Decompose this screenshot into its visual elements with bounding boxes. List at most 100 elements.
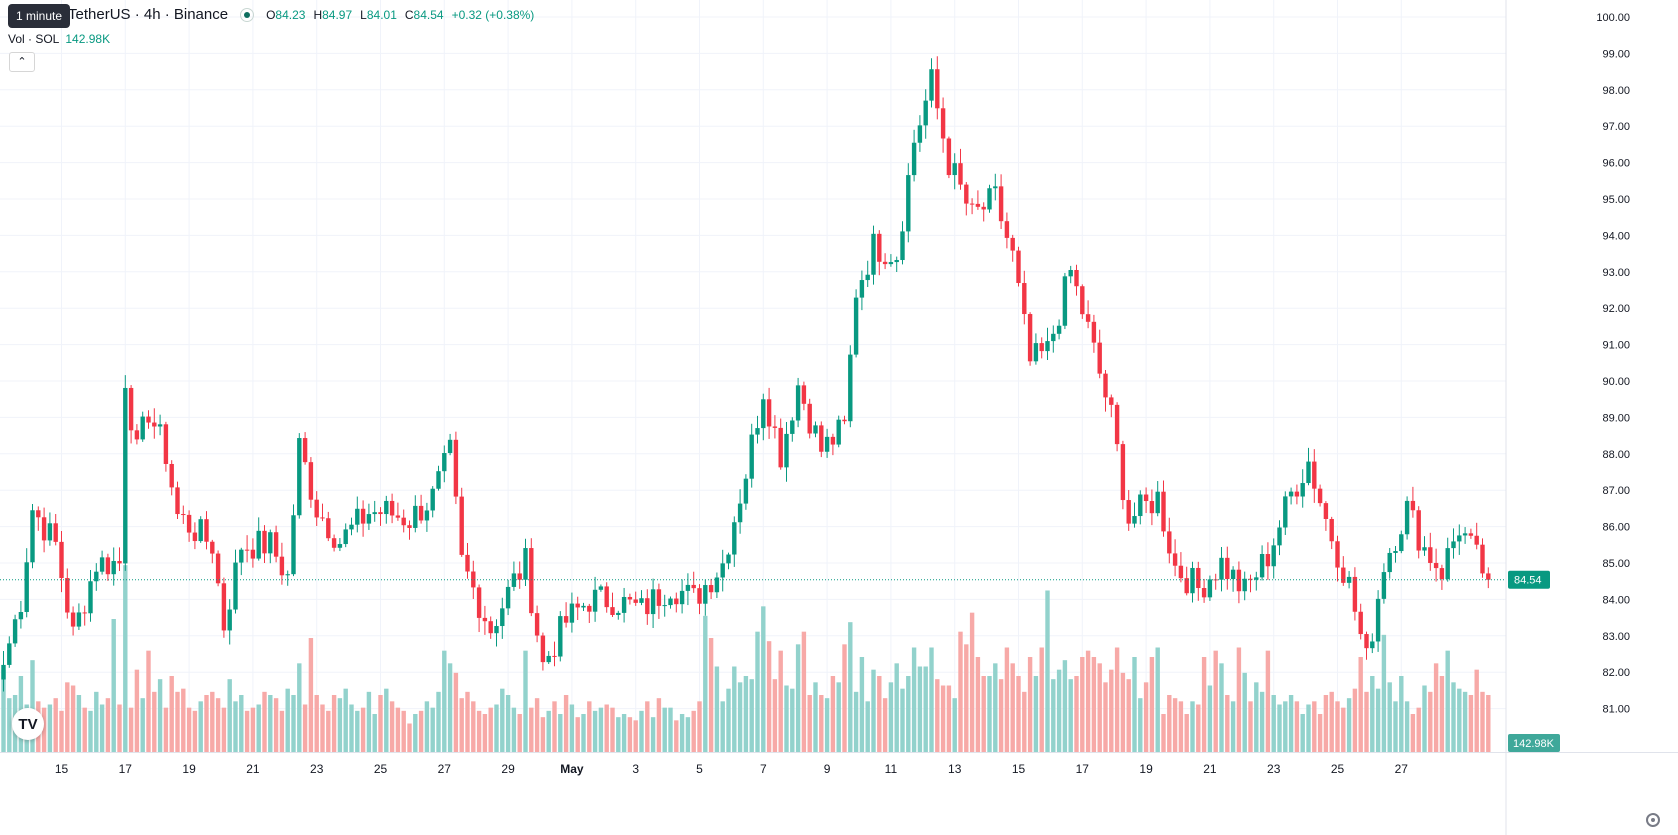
candle-body: [807, 403, 812, 434]
candle-body: [1080, 286, 1085, 315]
volume-bar: [326, 710, 331, 752]
symbol-title[interactable]: TetherUS · 4h · Binance: [68, 6, 229, 23]
candle-body: [772, 426, 778, 428]
price-axis[interactable]: 81.00 82.00 83.00 84.00 85.00 86.00 87.00 88.00…: [1505, 0, 1630, 835]
volume-bar: [1126, 679, 1131, 752]
candle-body: [720, 563, 725, 578]
candle-body: [128, 387, 134, 431]
volume-bar: [1312, 701, 1317, 752]
candle-body: [517, 573, 522, 580]
volume-bar: [1114, 647, 1120, 752]
volume-bar: [1219, 663, 1224, 752]
volume-badge: 142.98K: [1508, 734, 1560, 752]
volume-bar: [111, 619, 116, 752]
volume-bar: [1300, 714, 1305, 752]
volume-bar: [1404, 701, 1410, 752]
candle-body: [1346, 576, 1352, 583]
candle-body: [1091, 321, 1097, 343]
volume-bar: [807, 695, 812, 752]
candle-body: [743, 478, 749, 504]
candle-body: [1294, 491, 1300, 497]
volume-bar: [1439, 676, 1445, 752]
candle-body: [569, 603, 575, 623]
candle-body: [1004, 221, 1010, 238]
candle-body: [546, 655, 551, 663]
candle-body: [447, 439, 453, 454]
candle-body: [1387, 552, 1392, 573]
price-tick-label: 100.00: [1596, 12, 1630, 24]
candle-body: [1114, 404, 1120, 445]
volume-bar: [906, 676, 911, 752]
candle-body: [598, 586, 604, 590]
volume-bars: [1, 565, 1491, 752]
candle-body: [169, 463, 174, 488]
price-tick-label: 81.00: [1602, 704, 1630, 716]
volume-bar: [639, 710, 644, 752]
volume-bar: [436, 691, 441, 752]
volume-bar: [210, 691, 215, 752]
volume-bar: [923, 666, 928, 752]
collapse-legend-button[interactable]: ⌃: [9, 52, 35, 72]
volume-bar: [128, 707, 134, 752]
market-status-icon[interactable]: [240, 7, 255, 22]
candle-body: [993, 186, 998, 189]
volume-bar: [824, 698, 830, 752]
candle-body: [488, 621, 493, 634]
gear-icon[interactable]: [1646, 813, 1660, 827]
time-axis[interactable]: 15 17 19 21 23 25 27 29 May 3 5 7 9 11 13 15 17 19 21 23 25 2…: [0, 752, 1678, 777]
volume-bar: [1486, 695, 1491, 752]
last-price-badge: 84.54: [1508, 570, 1550, 589]
volume-bar: [30, 660, 35, 752]
volume-bar: [975, 657, 981, 752]
candle-body: [1457, 535, 1462, 542]
candle-body: [291, 515, 296, 575]
volume-bar: [969, 612, 975, 752]
candle-body: [418, 505, 424, 521]
volume-bar: [755, 631, 760, 752]
candle-body: [500, 608, 505, 627]
candle-body: [157, 424, 163, 427]
price-tick-label: 97.00: [1602, 121, 1630, 133]
volume-bar: [1155, 647, 1160, 752]
volume-bar: [453, 672, 459, 752]
volume-bar: [697, 701, 702, 752]
candle-body: [911, 142, 917, 176]
candle-body: [865, 274, 870, 281]
volume-bar: [517, 714, 522, 752]
volume-bar: [355, 710, 360, 752]
candle-body: [1364, 634, 1369, 649]
volume-bar: [169, 676, 174, 752]
volume-bar: [53, 698, 58, 752]
volume-bar: [476, 710, 482, 752]
candle-body: [795, 385, 801, 421]
candle-body: [894, 260, 899, 263]
volume-bar: [424, 701, 430, 752]
volume-bar: [146, 650, 151, 752]
tradingview-logo[interactable]: TV: [12, 708, 44, 740]
candle-body: [1335, 541, 1340, 568]
candle-body: [1323, 503, 1329, 519]
volume-bar: [853, 691, 859, 752]
volume-bar: [384, 688, 389, 752]
volume-bar: [76, 695, 82, 752]
volume-bar: [99, 704, 105, 752]
volume-bar: [337, 698, 343, 752]
volume-bar: [1323, 695, 1329, 752]
candle-body: [192, 532, 198, 542]
candle-body: [935, 69, 940, 109]
volume-bar: [1457, 688, 1462, 752]
candle-body: [1451, 541, 1456, 549]
volume-bar: [1149, 657, 1155, 752]
volume-bar: [123, 565, 128, 752]
volume-bar: [795, 644, 801, 752]
candle-body: [152, 422, 157, 427]
volume-bar: [836, 682, 841, 752]
time-tick-label: 23: [1267, 762, 1281, 776]
volume-bar: [430, 707, 435, 752]
volume-bar: [749, 679, 754, 752]
candle-body: [650, 589, 656, 615]
volume-bar: [302, 704, 308, 752]
candle-body: [401, 517, 406, 526]
volume-bar: [192, 710, 198, 752]
